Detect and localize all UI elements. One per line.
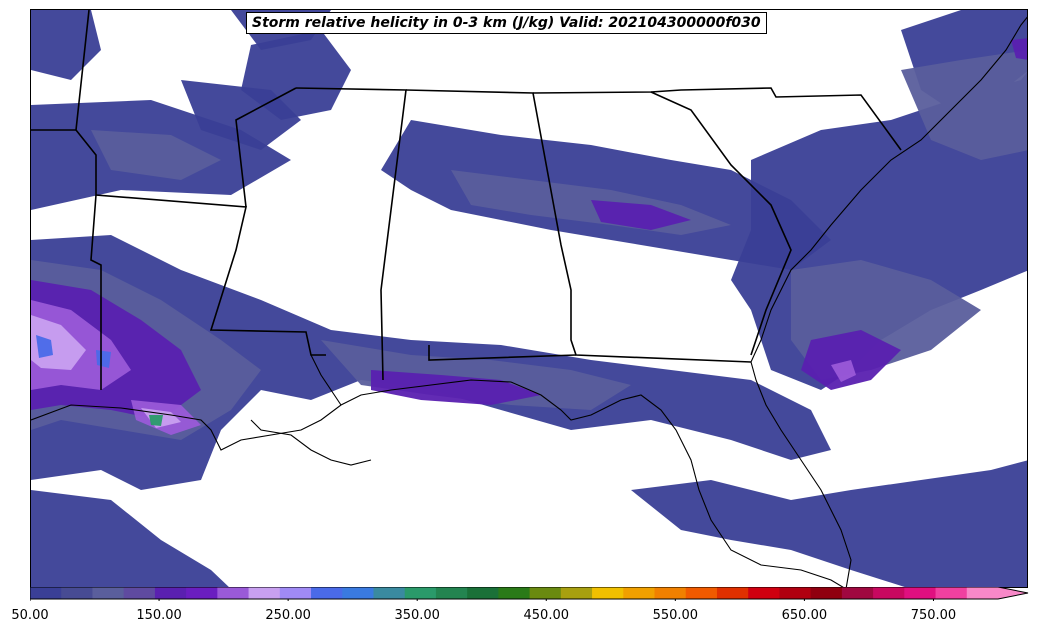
colorbar-segment <box>529 587 562 599</box>
colorbar-segment <box>217 587 250 599</box>
helicity-contour <box>901 50 1027 160</box>
colorbar <box>30 587 1029 601</box>
state-borders <box>31 10 902 390</box>
state-border <box>650 91 792 356</box>
helicity-contour <box>831 360 856 382</box>
helicity-contour <box>91 130 221 180</box>
helicity-contour <box>36 335 53 358</box>
colorbar-segment <box>873 587 905 599</box>
colorbar-segment <box>560 587 593 599</box>
colorbar-tick-label: 350.00 <box>394 608 440 623</box>
helicity-contour <box>96 350 111 368</box>
colorbar-segment <box>248 587 281 599</box>
helicity-contour <box>1011 38 1027 60</box>
colorbar-segment <box>123 587 156 599</box>
state-border <box>295 87 407 381</box>
colorbar-tick-label: 750.00 <box>910 608 957 623</box>
colorbar-tick-label: 150.00 <box>136 608 182 623</box>
colorbar-segment <box>279 587 312 599</box>
state-border <box>75 10 326 356</box>
colorbar-segment <box>935 587 968 599</box>
colorbar-tick-label: 50.00 <box>11 608 49 623</box>
helicity-contour-field <box>31 10 1027 587</box>
colorbar-segment <box>467 587 499 599</box>
coastline-segment <box>750 361 852 587</box>
helicity-contour <box>181 80 301 150</box>
helicity-contour <box>149 415 163 426</box>
helicity-contour <box>371 370 541 405</box>
colorbar-segment <box>30 587 62 599</box>
colorbar-segment <box>92 587 125 599</box>
colorbar-segment <box>498 587 531 599</box>
coastline-segment <box>250 419 372 466</box>
colorbar-tick-label: 450.00 <box>523 608 570 623</box>
colorbar-segment <box>342 587 374 599</box>
colorbar-segment <box>311 587 343 599</box>
colorbar-segment <box>623 587 656 599</box>
helicity-contour <box>631 460 1027 587</box>
state-border <box>235 87 297 208</box>
colorbar-segment <box>716 587 749 599</box>
colorbar-segment <box>154 587 187 599</box>
state-border <box>428 345 577 361</box>
helicity-map <box>31 10 1027 587</box>
coastline <box>31 16 1027 587</box>
helicity-contour <box>31 490 229 587</box>
colorbar-segment <box>435 587 468 599</box>
map-panel <box>30 9 1028 588</box>
helicity-contour <box>591 200 691 230</box>
colorbar-segment <box>841 587 874 599</box>
colorbar-segment <box>654 587 687 599</box>
helicity-contour <box>31 10 101 80</box>
coastline-segment <box>310 354 342 406</box>
colorbar-segment <box>685 587 718 599</box>
coastline-segment <box>750 16 1027 363</box>
state-border <box>90 194 102 390</box>
colorbar-segment <box>966 587 999 599</box>
colorbar-segment <box>810 587 843 599</box>
colorbar-outline <box>30 587 1029 600</box>
colorbar-segment <box>779 587 812 599</box>
colorbar-segment <box>373 587 406 599</box>
colorbar-extend-arrow <box>998 587 1028 599</box>
colorbar-segment <box>61 587 93 599</box>
colorbar-tick-label: 650.00 <box>781 608 828 623</box>
colorbar-tick-label: 550.00 <box>652 608 699 623</box>
helicity-contour <box>321 340 631 410</box>
coastline-segment <box>31 379 844 587</box>
colorbar-tick-label: 250.00 <box>265 608 311 623</box>
map-title: Storm relative helicity in 0-3 km (J/kg)… <box>246 12 767 34</box>
colorbar-segment <box>404 587 437 599</box>
colorbar-segment <box>748 587 780 599</box>
colorbar-segment <box>592 587 624 599</box>
colorbar-segment <box>186 587 218 599</box>
colorbar-segment <box>904 587 937 599</box>
